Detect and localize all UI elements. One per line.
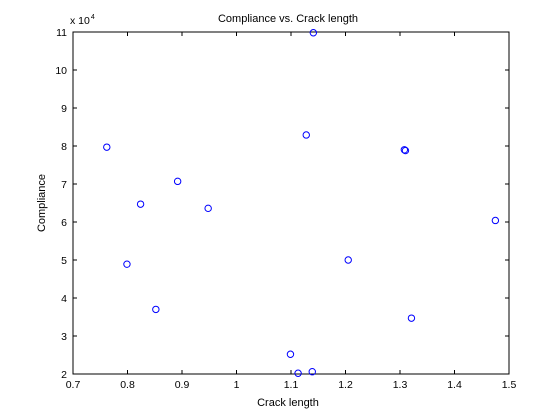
y-tick-label: 7: [61, 179, 67, 191]
x-tick-label: 1.4: [447, 379, 462, 391]
x-tick-label: 0.9: [175, 379, 190, 391]
x-axis-ticks: 0.7 0.8 0.9 1 1.1 1.2 1.3 1.4 1.5: [66, 32, 517, 391]
y-tick-label: 8: [61, 141, 67, 153]
y-tick-label: 3: [61, 331, 67, 343]
y-axis-multiplier-exponent: 4: [91, 14, 95, 21]
y-axis-ticks: 2 3 4 5 6 7 8 9 10 11: [55, 27, 509, 381]
data-point: [309, 29, 318, 37]
data-point: [103, 143, 111, 151]
data-point: [302, 131, 310, 139]
data-point: [294, 369, 302, 377]
y-tick-label: 9: [61, 103, 67, 115]
data-point: [401, 146, 410, 155]
y-tick-label: 4: [61, 293, 67, 305]
y-axis-multiplier: x 104: [70, 14, 95, 27]
plot-area: [72, 31, 510, 375]
x-tick-label: 1.5: [502, 379, 517, 391]
data-point: [400, 146, 409, 154]
y-tick-label: 6: [61, 217, 67, 229]
x-axis-label: Crack length: [257, 397, 319, 409]
x-tick-label: 1.1: [284, 379, 299, 391]
y-axis-multiplier-base: x 10: [70, 15, 90, 27]
x-tick-label: 1.3: [393, 379, 408, 391]
data-point: [204, 204, 212, 213]
chart-title: Compliance vs. Crack length: [218, 13, 358, 25]
y-axis-label: Compliance: [36, 174, 48, 232]
y-tick-label: 2: [61, 369, 67, 381]
y-tick-label: 11: [56, 27, 67, 39]
data-point: [123, 260, 131, 268]
data-point: [286, 350, 295, 358]
x-tick-label: 0.8: [120, 379, 135, 391]
x-tick-label: 0.7: [66, 379, 81, 391]
x-tick-label: 1.2: [338, 379, 353, 391]
y-tick-label: 5: [61, 255, 67, 267]
data-point: [344, 256, 352, 264]
data-point: [152, 305, 160, 314]
data-point: [407, 314, 416, 322]
x-tick-label: 1: [234, 379, 240, 391]
data-point: [173, 177, 182, 186]
data-point: [308, 368, 316, 376]
y-tick-label: 10: [55, 65, 67, 77]
data-point: [136, 200, 145, 208]
data-point: [491, 216, 500, 225]
data-points: [103, 29, 500, 377]
